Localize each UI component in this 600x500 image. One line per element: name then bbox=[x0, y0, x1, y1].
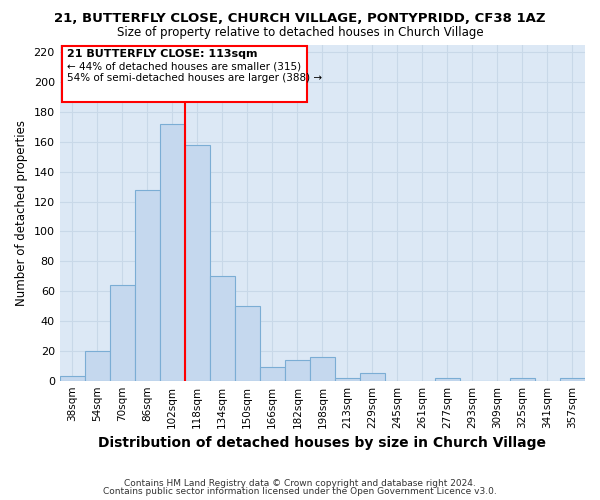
X-axis label: Distribution of detached houses by size in Church Village: Distribution of detached houses by size … bbox=[98, 436, 547, 450]
Bar bbox=[435, 378, 460, 380]
Bar bbox=[110, 285, 135, 380]
Bar bbox=[210, 276, 235, 380]
Bar bbox=[335, 378, 360, 380]
Bar bbox=[260, 368, 285, 380]
Bar bbox=[135, 190, 160, 380]
Text: Size of property relative to detached houses in Church Village: Size of property relative to detached ho… bbox=[116, 26, 484, 39]
Bar bbox=[360, 373, 385, 380]
Bar bbox=[185, 145, 210, 380]
Bar bbox=[59, 376, 85, 380]
Text: ← 44% of detached houses are smaller (315): ← 44% of detached houses are smaller (31… bbox=[67, 62, 301, 72]
Text: Contains public sector information licensed under the Open Government Licence v3: Contains public sector information licen… bbox=[103, 488, 497, 496]
Bar bbox=[85, 351, 110, 380]
Bar bbox=[560, 378, 585, 380]
Text: 21 BUTTERFLY CLOSE: 113sqm: 21 BUTTERFLY CLOSE: 113sqm bbox=[67, 48, 257, 58]
FancyBboxPatch shape bbox=[62, 46, 307, 102]
Bar bbox=[285, 360, 310, 380]
Text: 21, BUTTERFLY CLOSE, CHURCH VILLAGE, PONTYPRIDD, CF38 1AZ: 21, BUTTERFLY CLOSE, CHURCH VILLAGE, PON… bbox=[54, 12, 546, 26]
Bar bbox=[235, 306, 260, 380]
Y-axis label: Number of detached properties: Number of detached properties bbox=[15, 120, 28, 306]
Text: 54% of semi-detached houses are larger (388) →: 54% of semi-detached houses are larger (… bbox=[67, 74, 322, 84]
Text: Contains HM Land Registry data © Crown copyright and database right 2024.: Contains HM Land Registry data © Crown c… bbox=[124, 478, 476, 488]
Bar bbox=[160, 124, 185, 380]
Bar bbox=[510, 378, 535, 380]
Bar bbox=[310, 357, 335, 380]
